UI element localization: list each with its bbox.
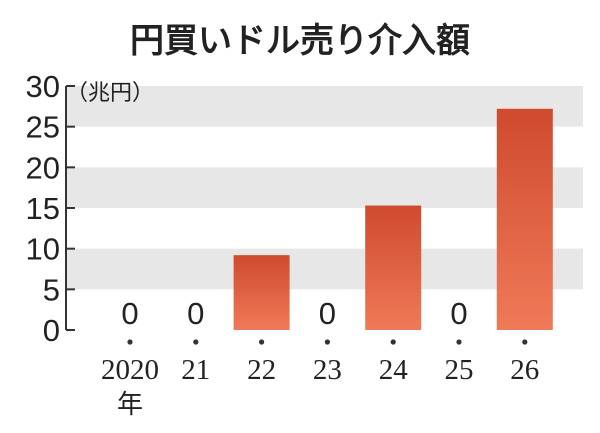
x-tick-dot [522, 339, 528, 345]
bar [365, 205, 422, 330]
data-label: 0 [121, 296, 138, 331]
x-tick-dot [193, 339, 199, 345]
x-tick-dot [324, 339, 330, 345]
x-first-suffix: 年 [117, 390, 143, 420]
unit-label: （兆円） [66, 81, 154, 106]
bars: 0 0 0 0 [121, 108, 553, 331]
y-tick-label: 15 [26, 191, 60, 226]
y-tick-label: 10 [26, 232, 60, 267]
x-tick-dot [456, 339, 462, 345]
y-tick-label: 25 [26, 110, 60, 145]
x-tick-label: 25 [445, 354, 474, 386]
y-tick-label: 20 [26, 150, 60, 185]
chart-title: 円買いドル売り介入額 [130, 21, 470, 61]
data-label: 0 [187, 296, 204, 331]
x-tick-label: 23 [313, 354, 342, 386]
x-tick-label: 2020 [101, 354, 159, 386]
x-tick-label: 26 [510, 354, 539, 386]
y-axis: 0 5 10 15 20 25 30 [26, 69, 75, 348]
y-tick-label: 5 [43, 272, 60, 307]
x-tick-dot [127, 339, 133, 345]
data-label: 0 [319, 296, 336, 331]
x-tick-dot [390, 339, 396, 345]
x-tick-label: 24 [379, 354, 409, 386]
bar [496, 108, 553, 330]
x-tick-label: 21 [181, 354, 210, 386]
y-tick-label: 30 [26, 69, 60, 104]
x-axis: 2020 年 21 22 23 24 25 26 [101, 339, 539, 420]
bar [233, 255, 290, 330]
y-tick-label: 0 [43, 313, 60, 348]
data-label: 0 [450, 296, 467, 331]
x-tick-label: 22 [247, 354, 276, 386]
x-tick-dot [259, 339, 265, 345]
